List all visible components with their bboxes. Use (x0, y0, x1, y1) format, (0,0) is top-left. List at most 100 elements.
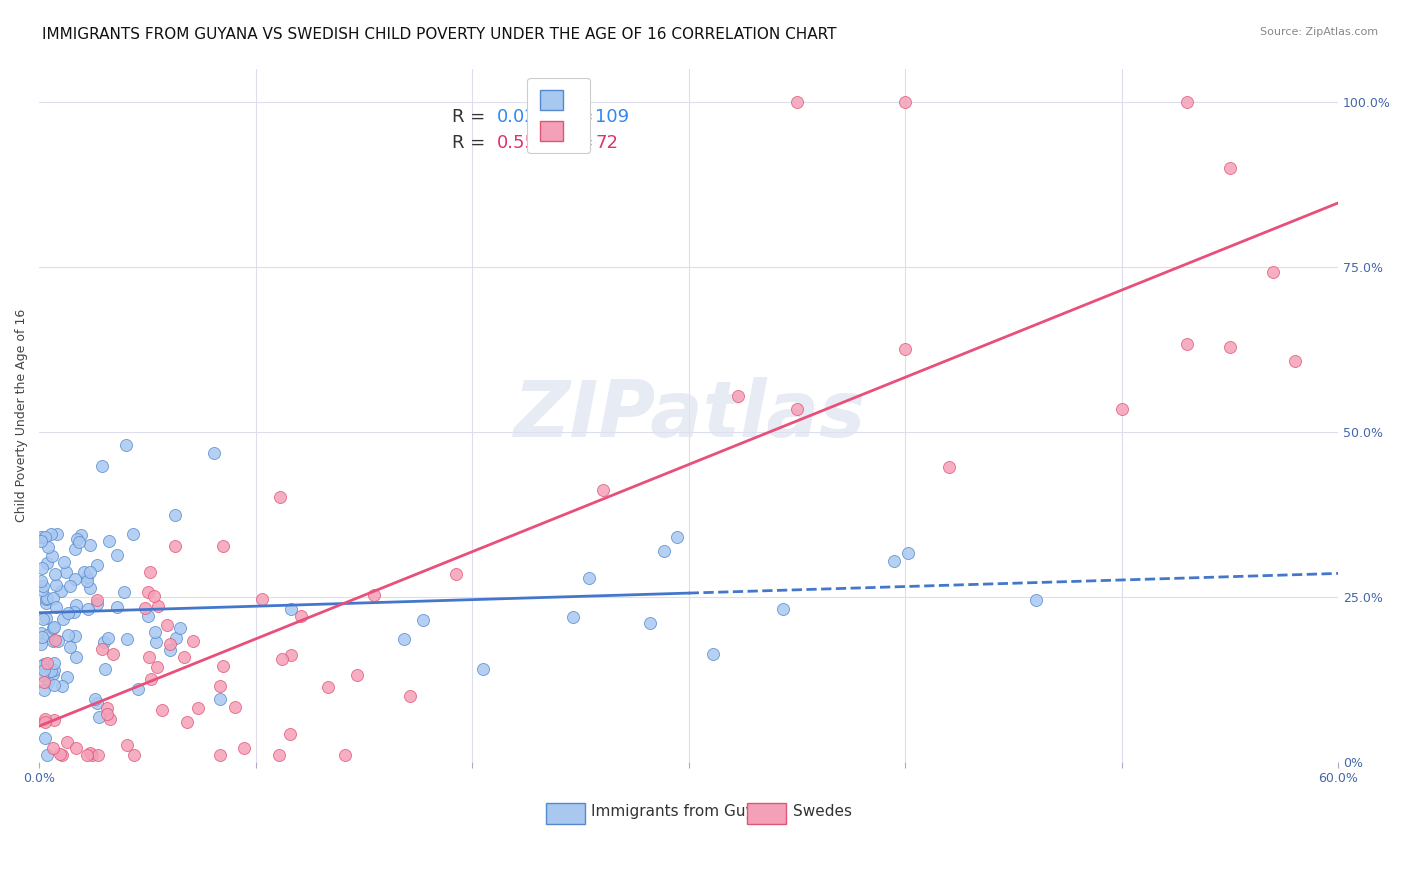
Point (51, 679, 73, 693)
Point (42, 634, 65, 648)
Point (65, 598, 87, 612)
Point (31, 582, 53, 597)
Point (176, 715, 198, 730)
Point (398, 689, 420, 703)
Point (138, 609, 160, 624)
Point (41, 667, 63, 681)
Point (35, 556, 58, 570)
Point (666, 530, 689, 544)
Point (392, 632, 415, 647)
Point (146, 660, 169, 674)
Text: 109: 109 (595, 108, 630, 126)
Point (66, 532, 89, 546)
Point (45, 578, 67, 592)
Point (114, 438, 136, 452)
Point (143, 589, 166, 603)
Point (138, 650, 160, 665)
Point (202, 446, 225, 460)
Point (44, 620, 66, 634)
Point (280, 601, 302, 615)
Point (163, 539, 186, 553)
Point (97, 632, 120, 646)
Point (897, 546, 920, 560)
Point (76, 570, 98, 584)
Point (1284, 354, 1306, 368)
Text: 0.556: 0.556 (496, 134, 548, 152)
Point (37, 541, 59, 555)
Point (44, 678, 66, 692)
Point (134, 600, 156, 615)
Point (165, 631, 187, 645)
Point (32, 674, 55, 689)
Y-axis label: Child Poverty Under the Age of 16: Child Poverty Under the Age of 16 (15, 309, 28, 522)
Point (97, 534, 120, 549)
Point (49, 583, 72, 598)
Text: Immigrants from Guyana: Immigrants from Guyana (592, 804, 783, 819)
Point (65, 649, 87, 664)
Point (76, 601, 98, 615)
Point (159, 637, 181, 651)
Point (209, 679, 232, 693)
Point (100, 712, 122, 726)
Point (250, 591, 273, 606)
Point (45, 600, 67, 615)
Point (578, 571, 600, 585)
Point (122, 747, 145, 762)
Point (1111, 402, 1133, 417)
Point (34, 715, 56, 730)
Point (94, 662, 117, 676)
Point (30, 626, 52, 640)
Point (30, 574, 52, 589)
Point (938, 459, 960, 474)
Point (63, 629, 86, 643)
Point (35, 611, 58, 625)
Point (224, 700, 246, 714)
Point (79, 746, 101, 760)
Point (41, 664, 63, 678)
Point (96, 701, 118, 715)
Point (270, 652, 292, 666)
Point (59, 579, 82, 593)
Point (86, 558, 108, 573)
Point (165, 508, 187, 522)
Point (894, 95, 917, 109)
Point (35, 596, 58, 610)
Point (39, 527, 62, 541)
Point (786, 95, 808, 109)
Point (208, 747, 231, 762)
Point (91, 459, 114, 474)
Point (87, 747, 110, 762)
Point (1025, 593, 1047, 607)
Text: Swedes: Swedes (793, 804, 852, 819)
Point (561, 610, 583, 624)
Point (65, 740, 87, 755)
Point (59, 640, 82, 654)
Point (31, 668, 53, 682)
Point (412, 614, 434, 628)
Point (444, 567, 467, 582)
Point (145, 634, 167, 648)
Point (883, 554, 905, 568)
Point (640, 616, 662, 631)
Point (169, 621, 191, 635)
Point (83, 691, 105, 706)
Text: R =: R = (453, 134, 491, 152)
Point (30, 533, 52, 548)
Text: 72: 72 (595, 134, 619, 152)
Point (56, 735, 79, 749)
Point (42, 663, 65, 677)
Point (136, 585, 159, 599)
Point (173, 650, 195, 665)
Point (34, 530, 56, 544)
Point (156, 618, 179, 632)
Point (212, 539, 235, 553)
Point (115, 738, 138, 752)
Point (56, 606, 79, 620)
Point (37, 674, 59, 689)
Point (278, 727, 301, 741)
Point (1219, 340, 1241, 354)
Point (280, 648, 302, 662)
Point (44, 567, 66, 582)
Point (79, 565, 101, 579)
Point (290, 608, 312, 623)
